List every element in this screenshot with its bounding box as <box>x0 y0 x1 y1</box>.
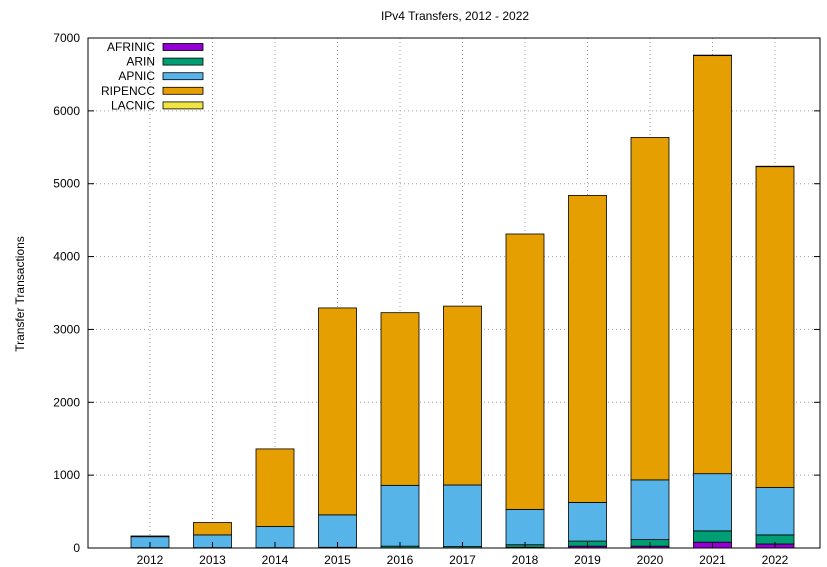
legend-swatch-afrinic <box>162 43 204 51</box>
x-tick-label: 2014 <box>262 553 289 567</box>
legend-swatch-lacnic <box>162 101 204 110</box>
bar-segment-lacnic-2021 <box>693 54 732 57</box>
chart-title: IPv4 Transfers, 2012 - 2022 <box>381 9 529 23</box>
y-tick-label: 4000 <box>53 250 80 264</box>
bar-segment-ripencc-2019 <box>568 194 607 503</box>
legend-label-arin: ARIN <box>126 55 155 69</box>
bar-segment-ripencc-2015 <box>318 307 357 516</box>
bar-segment-apnic-2020 <box>630 479 670 541</box>
bar-segment-ripencc-2021 <box>693 55 732 475</box>
bar-segment-apnic-2016 <box>380 484 420 547</box>
bar-segment-arin-2021 <box>693 530 732 543</box>
y-axis-ticks: 0 1000 2000 3000 4000 5000 6000 7000 <box>53 31 820 555</box>
bar-segment-ripencc-2014 <box>255 448 295 527</box>
bar-segment-apnic-2015 <box>318 514 357 548</box>
legend-label-apnic: APNIC <box>118 69 155 83</box>
bar-segment-ripencc-2017 <box>443 305 482 486</box>
y-tick-label: 1000 <box>53 468 80 482</box>
y-tick-label: 7000 <box>53 31 80 45</box>
bar-segment-ripencc-2020 <box>630 137 670 481</box>
x-tick-label: 2012 <box>137 553 164 567</box>
x-tick-label: 2015 <box>324 553 351 567</box>
y-tick-label: 5000 <box>53 177 80 191</box>
legend-label-ripencc: RIPENCC <box>101 84 155 98</box>
legend-swatch-apnic <box>162 72 204 81</box>
bar-segment-ripencc-2022 <box>755 166 795 488</box>
x-tick-label: 2019 <box>574 553 601 567</box>
legend-swatch-arin <box>162 57 204 66</box>
y-tick-label: 2000 <box>53 395 80 409</box>
x-tick-label: 2021 <box>699 553 726 567</box>
x-tick-label: 2017 <box>449 553 476 567</box>
y-tick-label: 3000 <box>53 322 80 336</box>
x-tick-label: 2022 <box>762 553 789 567</box>
bars-layer <box>130 54 795 549</box>
y-axis-label: Transfer Transactions <box>13 236 27 352</box>
bar-segment-ripencc-2016 <box>380 312 420 486</box>
y-tick-label: 6000 <box>53 104 80 118</box>
bar-segment-apnic-2021 <box>693 473 732 532</box>
bar-segment-ripencc-2018 <box>505 233 545 510</box>
plot-area-border <box>87 37 821 549</box>
x-tick-label: 2020 <box>637 553 664 567</box>
legend-label-afrinic: AFRINIC <box>107 40 155 54</box>
bar-segment-ripencc-2012 <box>130 535 170 538</box>
x-tick-label: 2013 <box>199 553 226 567</box>
bar-segment-lacnic-2022 <box>755 165 795 168</box>
x-tick-label: 2016 <box>387 553 414 567</box>
x-tick-label: 2018 <box>512 553 539 567</box>
legend-swatch-ripencc <box>162 86 204 95</box>
x-axis-ticks: 2012 2013 2014 2015 2016 2017 2018 2019 2020 2021… <box>137 542 789 567</box>
legend-label-lacnic: LACNIC <box>111 98 155 112</box>
bar-segment-ripencc-2013 <box>193 522 232 536</box>
bar-segment-apnic-2018 <box>505 508 545 546</box>
y-tick-label: 0 <box>73 541 80 555</box>
bar-segment-apnic-2022 <box>755 487 795 536</box>
bar-segment-apnic-2019 <box>568 502 607 542</box>
bar-segment-apnic-2017 <box>443 484 482 547</box>
